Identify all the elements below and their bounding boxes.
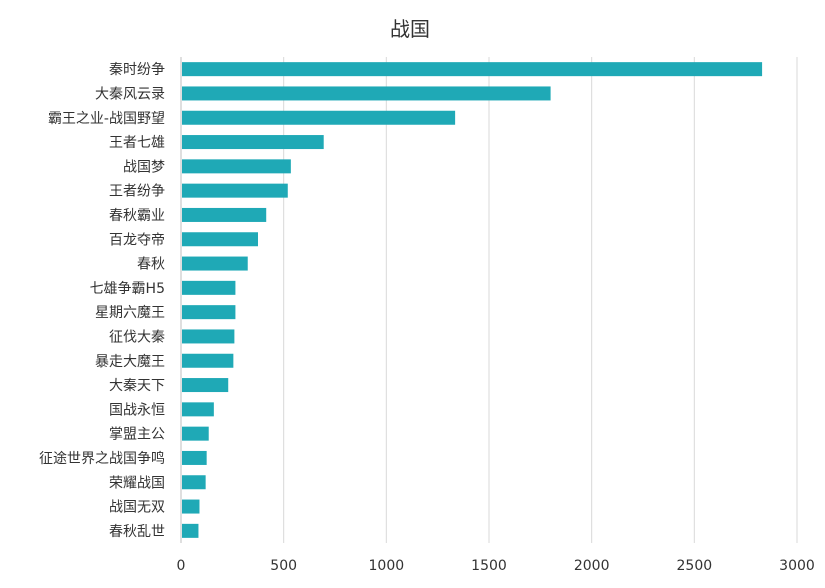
category-label: 王者纷争 bbox=[109, 184, 165, 200]
x-tick-labels: 0 500 1000 1500 2000 2500 3000 bbox=[177, 558, 815, 574]
category-label: 征途世界之战国争鸣 bbox=[39, 450, 165, 467]
x-tick-label: 1000 bbox=[369, 558, 405, 574]
category-label: 战国梦 bbox=[123, 159, 165, 175]
bar bbox=[182, 402, 214, 417]
bar bbox=[182, 159, 291, 174]
chart-title: 战国 bbox=[390, 17, 430, 41]
bar bbox=[182, 110, 456, 125]
category-label: 霸王之业-战国野望 bbox=[48, 111, 165, 127]
category-label: 国战永恒 bbox=[109, 402, 165, 418]
bar bbox=[182, 86, 551, 101]
bar bbox=[182, 280, 236, 295]
x-tick-label: 3000 bbox=[779, 558, 815, 574]
category-label: 春秋 bbox=[137, 257, 165, 273]
category-label: 大秦风云录 bbox=[95, 86, 165, 102]
bar bbox=[182, 426, 209, 441]
grid-lines bbox=[180, 57, 798, 543]
bar bbox=[182, 305, 236, 320]
x-tick-label: 2500 bbox=[677, 558, 713, 574]
bar bbox=[182, 378, 229, 393]
bar bbox=[182, 450, 207, 465]
category-label: 暴走大魔王 bbox=[95, 354, 165, 370]
x-tick-label: 1500 bbox=[471, 558, 507, 574]
category-label: 秦时纷争 bbox=[109, 62, 165, 78]
bar bbox=[182, 353, 234, 368]
bars bbox=[182, 62, 763, 538]
category-label: 征伐大秦 bbox=[109, 329, 165, 345]
bar bbox=[182, 232, 258, 247]
bar bbox=[182, 183, 288, 198]
bar bbox=[182, 256, 248, 271]
category-label: 大秦天下 bbox=[109, 378, 165, 394]
category-label: 战国无双 bbox=[109, 500, 165, 516]
x-tick-label: 0 bbox=[177, 558, 186, 574]
category-labels: 秦时纷争大秦风云录霸王之业-战国野望王者七雄战国梦王者纷争春秋霸业百龙夺帝春秋七… bbox=[39, 62, 165, 540]
category-label: 春秋乱世 bbox=[109, 524, 165, 540]
category-label: 王者七雄 bbox=[109, 135, 165, 151]
category-label: 百龙夺帝 bbox=[109, 232, 165, 248]
bar bbox=[182, 523, 199, 538]
category-label: 春秋霸业 bbox=[109, 208, 165, 224]
category-label: 荣耀战国 bbox=[109, 475, 165, 491]
category-label: 星期六魔王 bbox=[95, 305, 165, 321]
category-label: 七雄争霸H5 bbox=[90, 281, 165, 297]
x-tick-label: 2000 bbox=[574, 558, 610, 574]
x-tick-label: 500 bbox=[270, 558, 297, 574]
bar bbox=[182, 499, 200, 514]
bar bbox=[182, 329, 235, 344]
bar bbox=[182, 135, 324, 150]
bar bbox=[182, 62, 763, 77]
bar bbox=[182, 207, 267, 222]
bar bbox=[182, 475, 206, 490]
category-label: 掌盟主公 bbox=[109, 427, 165, 443]
